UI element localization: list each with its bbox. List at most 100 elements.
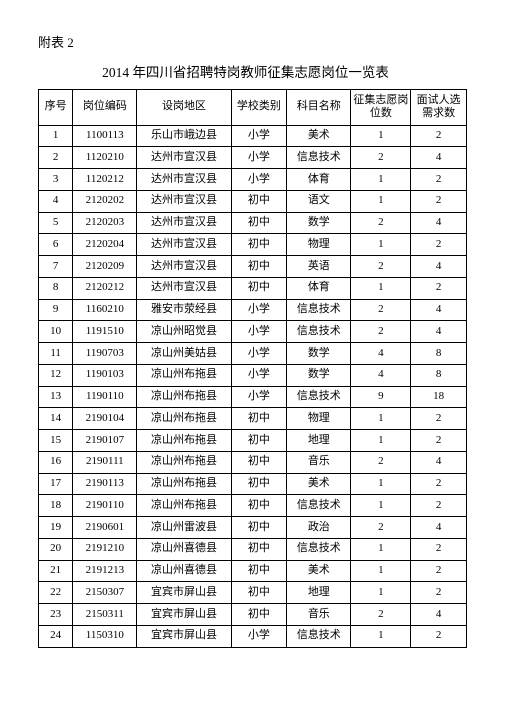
table-cell: 2: [351, 604, 411, 626]
table-cell: 4: [351, 364, 411, 386]
table-cell: 2: [351, 451, 411, 473]
table-cell: 4: [411, 256, 467, 278]
table-cell: 小学: [231, 343, 287, 365]
table-row: 82120212达州市宣汉县初中体育12: [39, 277, 467, 299]
table-row: 121190103凉山州布拖县小学数学48: [39, 364, 467, 386]
table-cell: 10: [39, 321, 73, 343]
table-cell: 政治: [287, 517, 351, 539]
table-cell: 2: [411, 582, 467, 604]
table-cell: 美术: [287, 560, 351, 582]
table-row: 31120212达州市宣汉县小学体育12: [39, 169, 467, 191]
table-cell: 数学: [287, 343, 351, 365]
table-cell: 达州市宣汉县: [137, 190, 231, 212]
table-cell: 2191210: [73, 538, 137, 560]
table-cell: 地理: [287, 430, 351, 452]
table-header-row: 序号 岗位编码 设岗地区 学校类别 科目名称 征集志愿岗位数 面试人选需求数: [39, 90, 467, 126]
table-cell: 1: [351, 560, 411, 582]
table-row: 142190104凉山州布拖县初中物理12: [39, 408, 467, 430]
table-cell: 信息技术: [287, 625, 351, 647]
table-cell: 2190104: [73, 408, 137, 430]
table-cell: 2: [411, 169, 467, 191]
table-cell: 1: [351, 582, 411, 604]
table-cell: 凉山州布拖县: [137, 495, 231, 517]
table-cell: 2: [411, 125, 467, 147]
table-cell: 凉山州布拖县: [137, 473, 231, 495]
table-cell: 1: [351, 277, 411, 299]
col-index: 序号: [39, 90, 73, 126]
table-cell: 数学: [287, 212, 351, 234]
table-cell: 9: [39, 299, 73, 321]
table-cell: 2190110: [73, 495, 137, 517]
table-cell: 2190107: [73, 430, 137, 452]
table-cell: 初中: [231, 560, 287, 582]
table-cell: 凉山州布拖县: [137, 430, 231, 452]
table-cell: 信息技术: [287, 538, 351, 560]
table-cell: 1150310: [73, 625, 137, 647]
table-cell: 初中: [231, 212, 287, 234]
table-cell: 4: [351, 343, 411, 365]
table-cell: 初中: [231, 473, 287, 495]
table-cell: 信息技术: [287, 495, 351, 517]
table-cell: 物理: [287, 234, 351, 256]
positions-table: 序号 岗位编码 设岗地区 学校类别 科目名称 征集志愿岗位数 面试人选需求数 1…: [38, 89, 467, 648]
table-cell: 小学: [231, 364, 287, 386]
table-cell: 1190110: [73, 386, 137, 408]
table-cell: 1160210: [73, 299, 137, 321]
table-cell: 体育: [287, 169, 351, 191]
table-cell: 4: [411, 147, 467, 169]
table-cell: 凉山州喜德县: [137, 560, 231, 582]
table-cell: 4: [411, 517, 467, 539]
table-cell: 19: [39, 517, 73, 539]
table-cell: 8: [411, 364, 467, 386]
table-cell: 达州市宣汉县: [137, 277, 231, 299]
table-cell: 小学: [231, 125, 287, 147]
table-cell: 2: [411, 277, 467, 299]
table-cell: 达州市宣汉县: [137, 147, 231, 169]
table-cell: 2191213: [73, 560, 137, 582]
col-subject: 科目名称: [287, 90, 351, 126]
table-cell: 1120212: [73, 169, 137, 191]
table-cell: 2: [411, 560, 467, 582]
table-cell: 13: [39, 386, 73, 408]
col-area: 设岗地区: [137, 90, 231, 126]
table-cell: 初中: [231, 277, 287, 299]
table-cell: 初中: [231, 538, 287, 560]
table-cell: 2120209: [73, 256, 137, 278]
table-cell: 物理: [287, 408, 351, 430]
table-row: 21120210达州市宣汉县小学信息技术24: [39, 147, 467, 169]
table-cell: 17: [39, 473, 73, 495]
table-cell: 1: [351, 495, 411, 517]
table-row: 131190110凉山州布拖县小学信息技术918: [39, 386, 467, 408]
table-cell: 小学: [231, 321, 287, 343]
table-cell: 小学: [231, 147, 287, 169]
table-cell: 初中: [231, 256, 287, 278]
table-row: 172190113凉山州布拖县初中美术12: [39, 473, 467, 495]
table-cell: 初中: [231, 190, 287, 212]
table-cell: 15: [39, 430, 73, 452]
table-cell: 1100113: [73, 125, 137, 147]
table-cell: 8: [411, 343, 467, 365]
table-cell: 2: [351, 299, 411, 321]
table-cell: 初中: [231, 234, 287, 256]
table-cell: 4: [411, 451, 467, 473]
table-cell: 2: [351, 256, 411, 278]
table-cell: 1: [351, 625, 411, 647]
col-code: 岗位编码: [73, 90, 137, 126]
table-cell: 14: [39, 408, 73, 430]
table-row: 52120203达州市宣汉县初中数学24: [39, 212, 467, 234]
table-cell: 6: [39, 234, 73, 256]
table-cell: 2: [351, 321, 411, 343]
table-cell: 1190103: [73, 364, 137, 386]
table-cell: 20: [39, 538, 73, 560]
table-cell: 语文: [287, 190, 351, 212]
table-row: 101191510凉山州昭觉县小学信息技术24: [39, 321, 467, 343]
table-cell: 12: [39, 364, 73, 386]
table-cell: 乐山市峨边县: [137, 125, 231, 147]
table-cell: 凉山州布拖县: [137, 408, 231, 430]
table-cell: 4: [411, 212, 467, 234]
table-cell: 1: [351, 430, 411, 452]
table-cell: 2: [351, 212, 411, 234]
col-schooltype: 学校类别: [231, 90, 287, 126]
col-need: 面试人选需求数: [411, 90, 467, 126]
table-row: 202191210凉山州喜德县初中信息技术12: [39, 538, 467, 560]
